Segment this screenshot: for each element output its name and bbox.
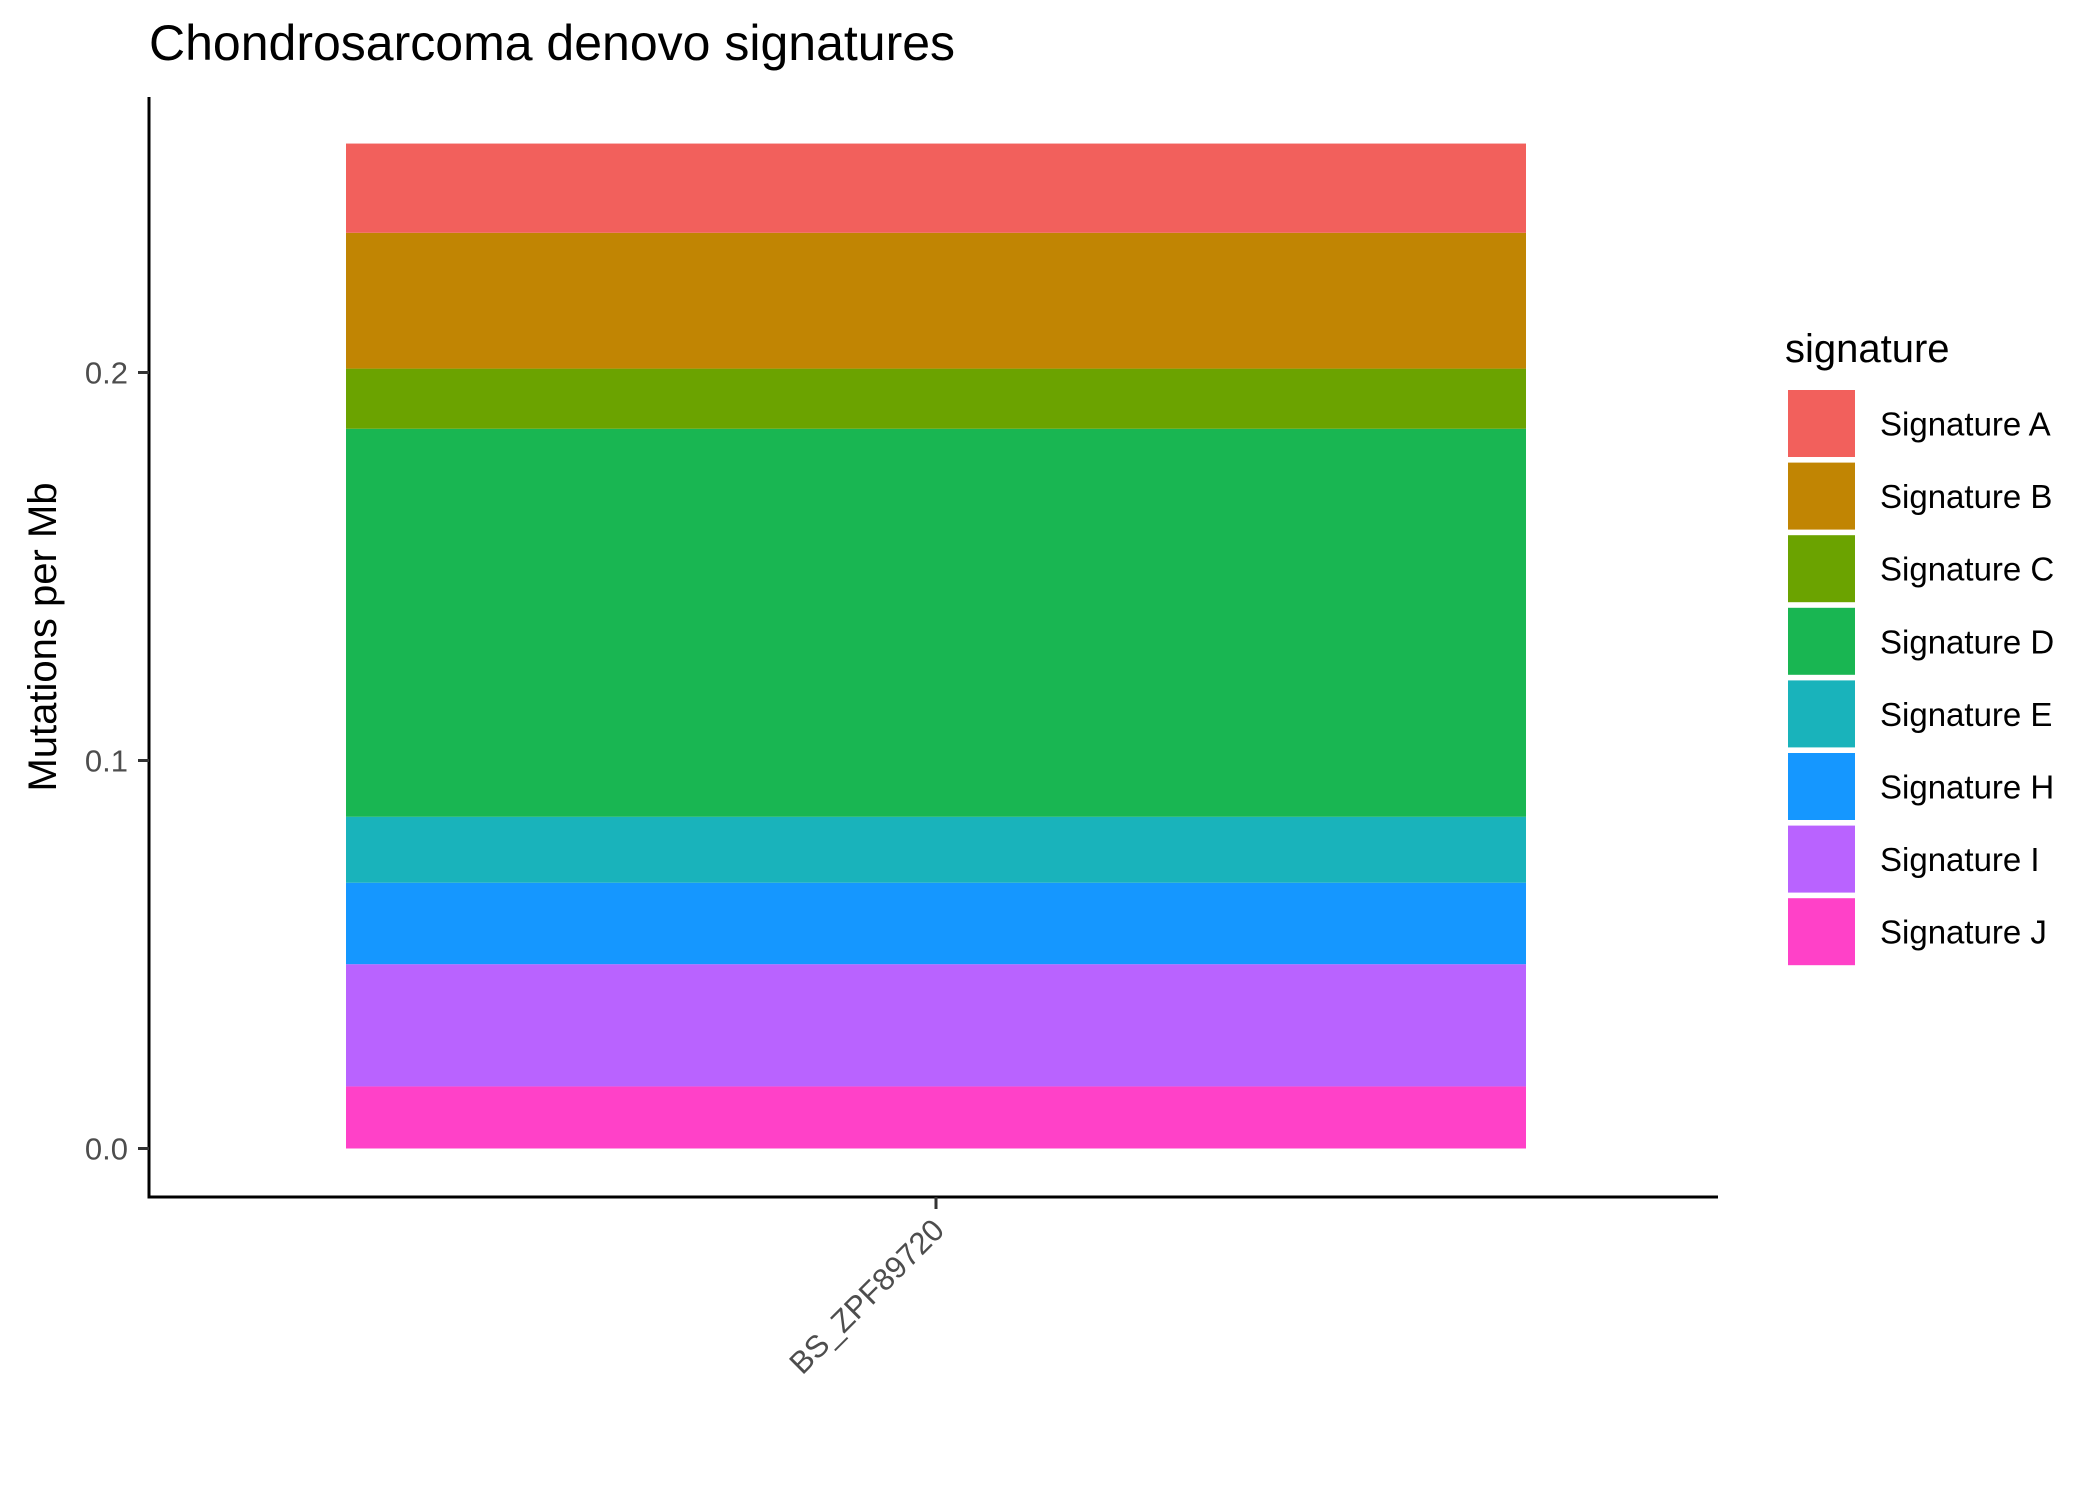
legend-key-signature-e: [1788, 680, 1855, 748]
legend-key-signature-a: [1788, 390, 1855, 457]
bar-segment-signature-b: [346, 232, 1526, 369]
legend-key-signature-b: [1788, 462, 1855, 530]
legend-label: Signature C: [1880, 551, 2054, 588]
legend-label: Signature E: [1880, 696, 2052, 733]
y-tick-label: 0.2: [85, 355, 128, 390]
legend-label: Signature D: [1880, 623, 2054, 660]
y-axis-label: Mutations per Mb: [21, 482, 65, 791]
legend-label: Signature J: [1880, 914, 2047, 951]
legend-key-signature-j: [1788, 898, 1855, 966]
bar-segment-signature-e: [346, 816, 1526, 883]
legend: signature Signature A Signature B Signatur…: [1785, 327, 2054, 966]
bar-segment-signature-d: [346, 428, 1526, 817]
bar-segment-signature-c: [346, 368, 1526, 429]
legend-label: Signature H: [1880, 769, 2054, 806]
bar-segments: [346, 143, 1526, 1149]
y-tick-label: 0.0: [85, 1131, 128, 1166]
legend-key-signature-i: [1788, 825, 1855, 893]
legend-label: Signature I: [1880, 841, 2040, 878]
legend-title: signature: [1785, 327, 1950, 371]
x-tick-label: BS_ZPF89720: [782, 1212, 951, 1381]
legend-label: Signature B: [1880, 478, 2052, 515]
legend-label: Signature A: [1880, 406, 2051, 443]
chart-title: Chondrosarcoma denovo signatures: [149, 15, 955, 71]
legend-key-signature-h: [1788, 753, 1855, 820]
legend-key-signature-d: [1788, 607, 1855, 675]
bar-segment-signature-a: [346, 143, 1526, 233]
x-axis-ticks: BS_ZPF89720: [782, 1197, 951, 1381]
y-tick-label: 0.1: [85, 743, 128, 778]
bar-segment-signature-h: [346, 882, 1526, 965]
bar-segment-signature-j: [346, 1086, 1526, 1149]
y-axis-ticks: 0.0 0.1 0.2: [85, 355, 149, 1166]
bar-segment-signature-i: [346, 964, 1526, 1087]
legend-key-signature-c: [1788, 535, 1855, 603]
